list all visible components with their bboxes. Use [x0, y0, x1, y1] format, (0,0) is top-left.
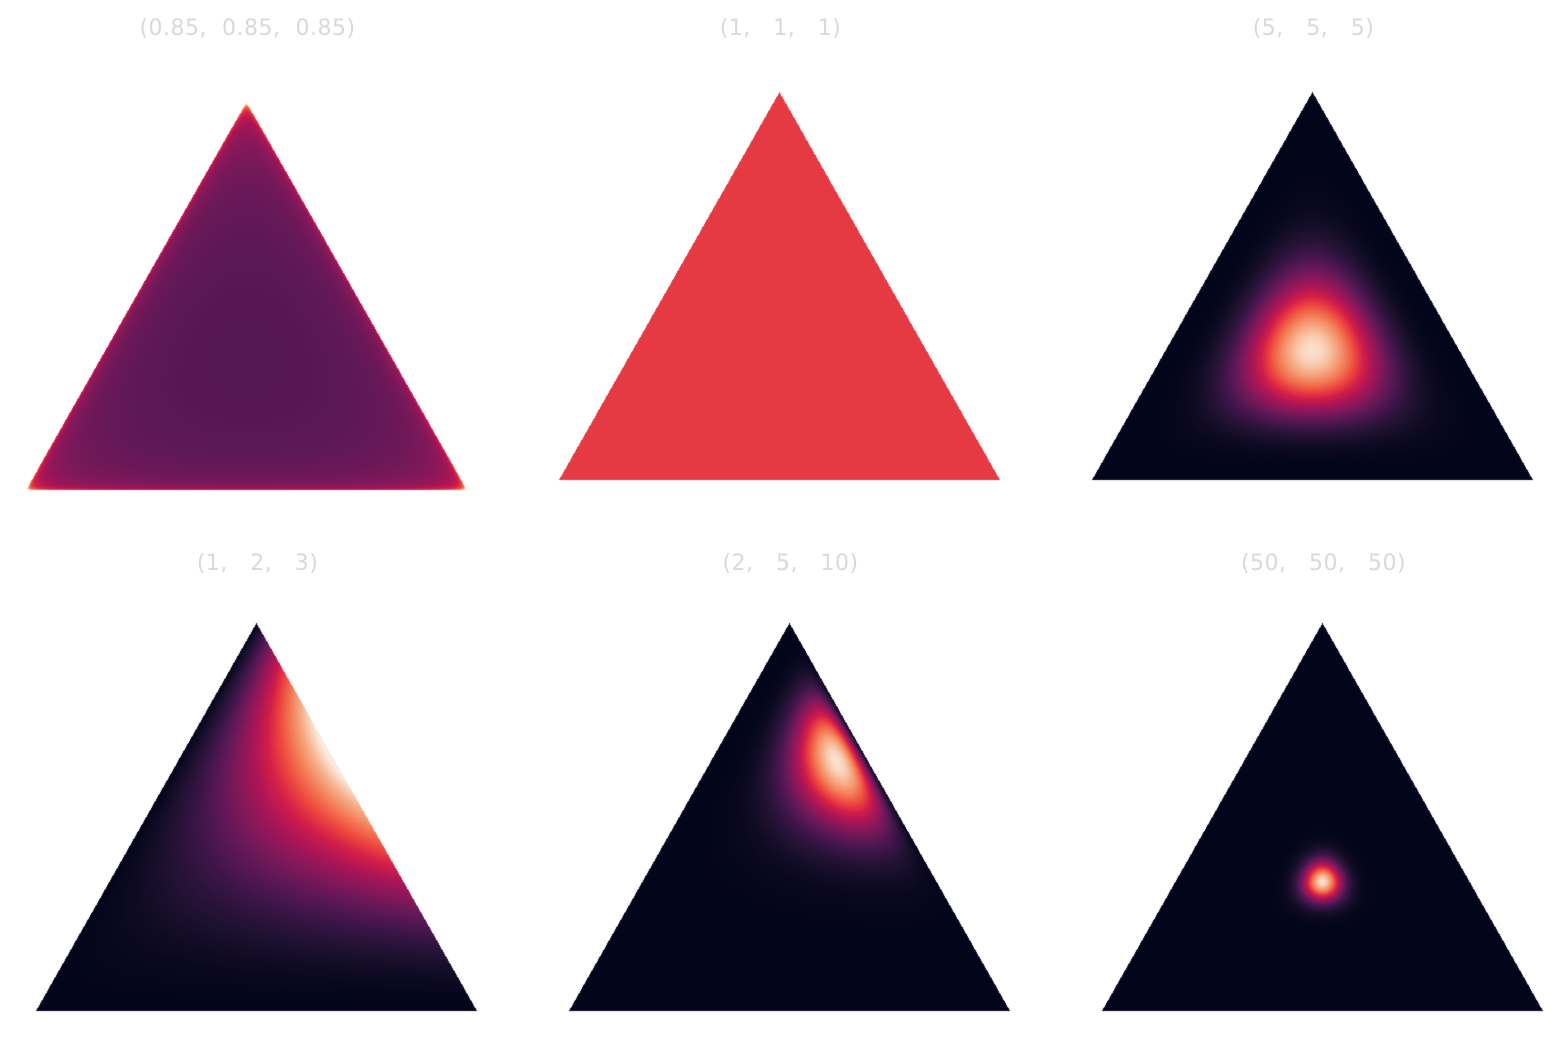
panel-title: (1, 1, 1) [719, 16, 842, 41]
simplex-panel-2: (1, 1, 1) [553, 10, 1008, 490]
panel-title: (2, 5, 10) [722, 551, 859, 576]
simplex-panel-4: (1, 2, 3) [30, 545, 485, 1025]
dirichlet-density-heatmap [1100, 621, 1545, 1013]
panel-title: (50, 50, 50) [1240, 551, 1407, 576]
dirichlet-density-heatmap [567, 621, 1012, 1013]
panel-title: (0.85, 0.85, 0.85) [139, 16, 356, 41]
panel-title: (5, 5, 5) [1252, 16, 1375, 41]
simplex-panel-3: (5, 5, 5) [1086, 10, 1541, 490]
dirichlet-density-heatmap [557, 90, 1002, 482]
dirichlet-density-heatmap [1090, 90, 1535, 482]
dirichlet-density-heatmap [34, 621, 479, 1013]
panel-title: (1, 2, 3) [196, 551, 319, 576]
simplex-panel-1: (0.85, 0.85, 0.85) [20, 10, 475, 492]
dirichlet-density-heatmap [24, 100, 469, 492]
simplex-panel-5: (2, 5, 10) [563, 545, 1018, 1025]
simplex-panel-6: (50, 50, 50) [1096, 545, 1551, 1025]
